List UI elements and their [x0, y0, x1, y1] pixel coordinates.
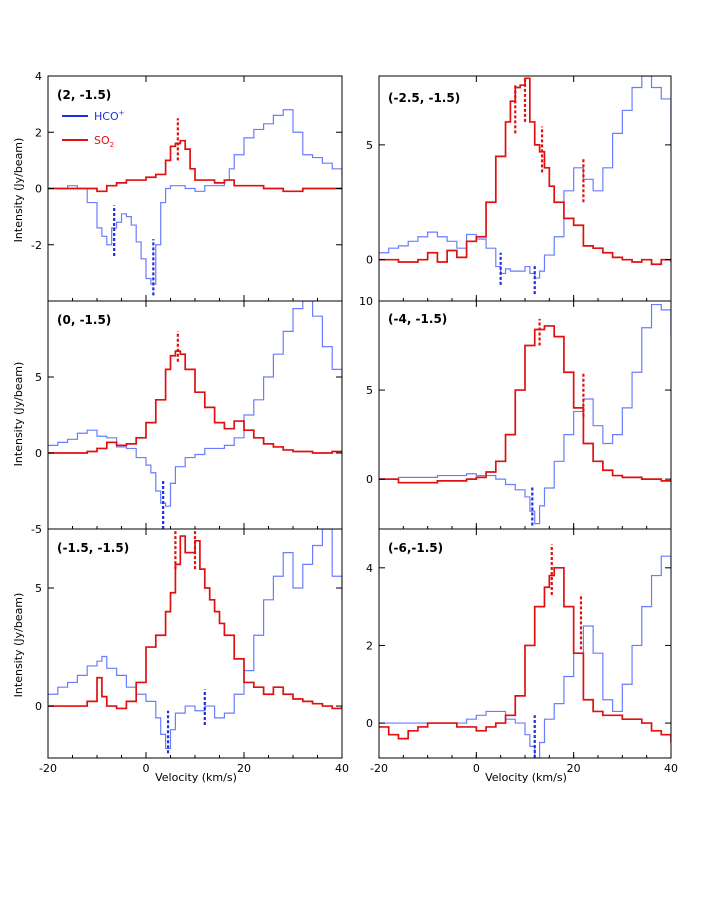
series-so2-line	[379, 325, 671, 484]
panel-title: (-4, -1.5)	[388, 312, 447, 326]
y-tick-label: 4	[366, 562, 373, 575]
series-hco-line	[379, 303, 671, 525]
legend-label-so2: SO2	[94, 134, 114, 149]
x-tick-label: 40	[335, 762, 349, 775]
x-tick-label: 0	[143, 762, 150, 775]
panel-1: (-2.5, -1.5) 0 5	[366, 75, 672, 302]
legend: HCO+ SO2	[62, 109, 125, 149]
panel-3: (-4, -1.5) 0 5 10	[359, 295, 672, 530]
series-so2-line	[48, 139, 342, 193]
y-tick-label: 0	[35, 447, 42, 460]
y-tick-label: 4	[35, 70, 42, 83]
ylabel-bottom-left: Intensity (Jy/beam)	[12, 593, 25, 698]
series-so2-line	[379, 566, 671, 743]
panel-frame	[47, 300, 343, 530]
x-tick-label: 20	[237, 762, 251, 775]
panel-4: (-1.5, -1.5) -20 0 20 40 0 5	[35, 528, 349, 775]
y-tick-label: 5	[366, 139, 373, 152]
series-so2-line	[48, 535, 342, 710]
x-tick-label: 20	[567, 762, 581, 775]
series-hco-line	[48, 301, 342, 507]
y-tick-label: 5	[35, 371, 42, 384]
x-tick-label: 40	[664, 762, 678, 775]
panel-title: (0, -1.5)	[57, 313, 111, 327]
y-tick-label: 10	[359, 295, 373, 308]
y-tick-label: 0	[366, 254, 373, 267]
y-tick-label: 2	[35, 126, 42, 139]
y-tick-label: 0	[35, 700, 42, 713]
x-tick-label: -20	[370, 762, 388, 775]
ylabel-middle-left: Intensity (Jy/beam)	[12, 362, 25, 467]
series-so2-line	[48, 350, 342, 454]
y-tick-label: 5	[366, 384, 373, 397]
y-tick-label: 0	[366, 473, 373, 486]
series-hco-line	[48, 109, 342, 285]
panel-title: (-2.5, -1.5)	[388, 91, 460, 105]
y-tick-label: -5	[31, 523, 42, 536]
xlabel-left: Velocity (km/s)	[155, 771, 237, 784]
y-tick-label: 0	[35, 183, 42, 196]
y-tick-label: -2	[31, 239, 42, 252]
panel-5: (-6,-1.5) -20 0 20 40 0 2 4	[366, 528, 678, 775]
panel-title: (-1.5, -1.5)	[57, 541, 129, 555]
x-tick-label: -20	[39, 762, 57, 775]
series-hco-line	[379, 555, 671, 758]
ylabel-top-left: Intensity (Jy/beam)	[12, 138, 25, 243]
panel-0: (2, -1.5) HCO+ SO2 -2 0 2 4	[31, 70, 343, 302]
series-so2-line	[379, 77, 671, 266]
legend-label-hco: HCO+	[94, 109, 125, 123]
xlabel-right: Velocity (km/s)	[485, 771, 567, 784]
panel-title: (2, -1.5)	[57, 88, 111, 102]
panel-title: (-6,-1.5)	[388, 541, 443, 555]
series-hco-line	[379, 76, 671, 279]
y-tick-label: 0	[366, 717, 373, 730]
series-hco-line	[48, 529, 342, 750]
panel-2: (0, -1.5) -5 0 5	[31, 300, 343, 536]
x-tick-label: 0	[473, 762, 480, 775]
y-tick-label: 2	[366, 639, 373, 652]
y-tick-label: 5	[35, 582, 42, 595]
